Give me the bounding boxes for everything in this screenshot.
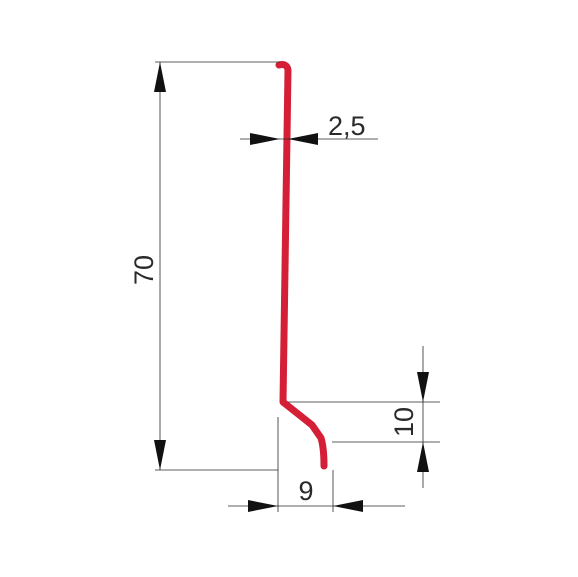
dimension-height: 70 [129,61,280,471]
dimension-offset-height-label: 10 [389,407,419,437]
dimension-thickness-label: 2,5 [328,111,366,141]
dimension-height-label: 70 [129,255,159,285]
dimension-offset-width: 9 [228,417,405,512]
dimension-thickness: 2,5 [240,111,378,145]
dimension-offset-width-label: 9 [298,476,313,506]
profile-shape [275,61,328,470]
dimension-offset-height: 10 [288,346,440,488]
